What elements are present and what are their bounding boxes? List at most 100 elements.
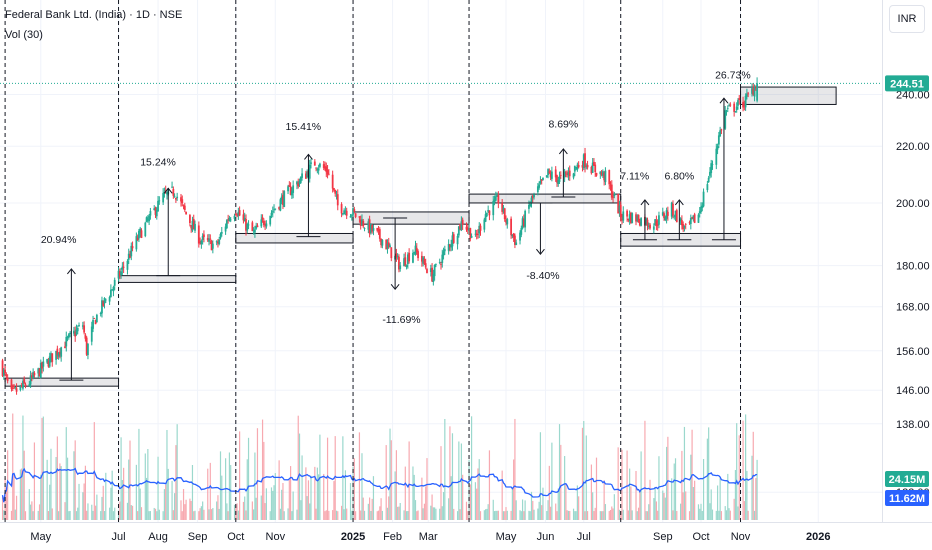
candle-body xyxy=(42,361,45,367)
candle xyxy=(512,232,515,242)
candle xyxy=(554,166,557,182)
volume-bar xyxy=(612,508,614,520)
move-arrowhead xyxy=(719,97,729,104)
candle-body xyxy=(487,209,490,212)
move-arrowhead xyxy=(558,148,568,155)
candle-body xyxy=(386,243,389,250)
candle xyxy=(343,208,346,215)
volume-bar xyxy=(476,488,478,520)
volume-ma-badge: 11.62M xyxy=(885,490,929,506)
candle xyxy=(664,215,667,222)
candle xyxy=(15,383,18,395)
candle xyxy=(359,215,362,230)
volume-bar xyxy=(297,415,299,520)
candle xyxy=(710,159,713,178)
last-price-badge: 244.51 xyxy=(885,75,929,92)
candle-body xyxy=(369,223,372,233)
volume-bar xyxy=(147,449,149,520)
candle-body xyxy=(756,83,758,101)
volume-bar xyxy=(185,499,187,520)
candle-body xyxy=(316,169,319,171)
volume-bar xyxy=(10,510,13,520)
volume-bar xyxy=(101,496,103,520)
volume-bar xyxy=(291,511,293,520)
volume-bar xyxy=(486,508,488,520)
volume-bar xyxy=(73,451,75,520)
volume-bar xyxy=(751,455,753,520)
move-arrowhead xyxy=(66,268,76,275)
candle-body xyxy=(199,241,202,244)
volume-bar xyxy=(5,487,7,520)
candle-body xyxy=(443,249,446,252)
volume-bar xyxy=(242,501,245,520)
candle xyxy=(540,179,543,185)
candle-body xyxy=(505,219,507,223)
candle-body xyxy=(313,161,316,166)
candle-body xyxy=(492,200,495,216)
volume-bar xyxy=(148,511,150,520)
candle xyxy=(679,217,682,225)
candle xyxy=(585,163,588,170)
candle-body xyxy=(20,385,23,387)
candle xyxy=(138,228,140,243)
candle xyxy=(390,247,393,262)
candle-body xyxy=(50,353,52,358)
candle-body xyxy=(496,195,498,197)
volume-bar xyxy=(343,509,345,520)
candle xyxy=(530,195,533,208)
candle xyxy=(488,210,491,221)
candle-body xyxy=(102,300,105,306)
volume-bar xyxy=(389,428,391,520)
candle xyxy=(440,261,442,270)
candle-body xyxy=(246,223,249,231)
volume-bar xyxy=(546,511,548,520)
candle-body xyxy=(120,271,122,276)
move-annotations: 20.94% 15.24% 15.41% -11.69% 8.69% -8.40% 7.11… xyxy=(41,70,751,381)
candle xyxy=(557,176,560,187)
volume-bar xyxy=(460,443,462,520)
candle-body xyxy=(556,175,558,183)
symbol-title[interactable]: Federal Bank Ltd. (India) · 1D · NSE xyxy=(5,9,183,21)
candle xyxy=(568,165,571,181)
volume-bar xyxy=(158,509,160,520)
candle xyxy=(559,171,562,179)
move-label: 15.24% xyxy=(140,156,176,168)
volume-bar xyxy=(47,511,50,520)
volume-bar xyxy=(629,468,631,520)
candle-body xyxy=(484,214,487,222)
volume-bar xyxy=(644,420,646,520)
candle-body xyxy=(225,220,228,229)
candle-body xyxy=(435,264,437,265)
volume-bar xyxy=(138,428,140,520)
candle-body xyxy=(628,214,631,222)
volume-bar xyxy=(674,458,677,520)
move-arrowhead xyxy=(304,153,313,160)
candle-body xyxy=(586,164,589,168)
volume-bar xyxy=(269,511,271,520)
volume-bar xyxy=(189,498,191,520)
candle xyxy=(317,164,320,175)
candle-body xyxy=(716,146,719,150)
volume-bar xyxy=(86,510,88,520)
candle xyxy=(572,172,575,180)
candle-body xyxy=(173,195,176,197)
volume-indicator-label[interactable]: Vol (30) xyxy=(5,29,43,41)
candle xyxy=(743,100,746,111)
candle xyxy=(19,384,22,392)
candle xyxy=(422,256,425,267)
move-measure: 20.94% xyxy=(41,234,84,381)
candle xyxy=(56,345,59,360)
volume-bar xyxy=(272,490,274,520)
volume-bar xyxy=(194,510,196,520)
candle xyxy=(729,102,732,107)
volume-bar xyxy=(292,491,294,520)
candle xyxy=(591,157,594,173)
candle-body xyxy=(83,325,86,333)
candle-body xyxy=(361,219,363,226)
candle-body xyxy=(646,219,649,226)
candle-body xyxy=(37,368,40,374)
candle-body xyxy=(219,233,222,239)
candle-body xyxy=(442,251,445,256)
currency-button[interactable]: INR xyxy=(889,5,925,33)
